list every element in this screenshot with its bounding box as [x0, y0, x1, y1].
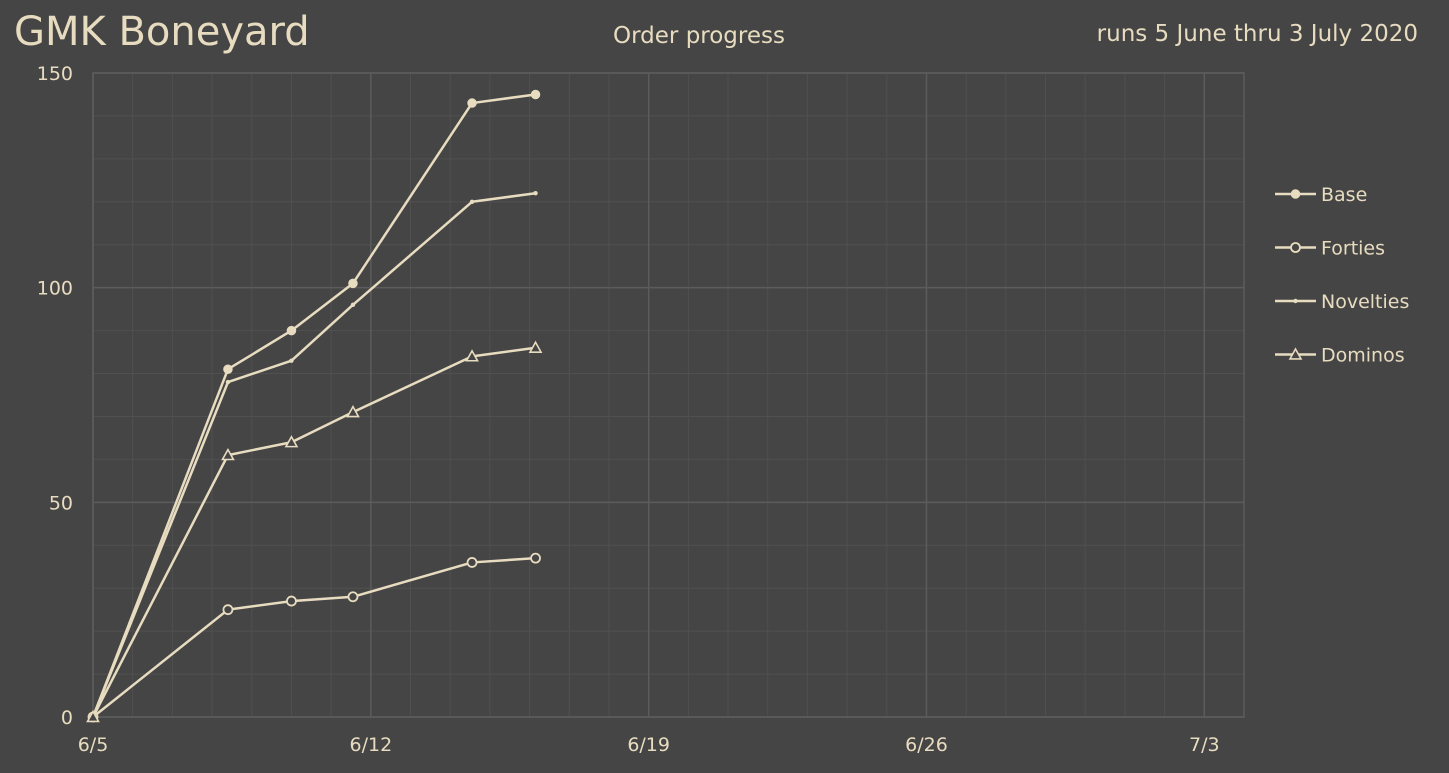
data-point-forties [222, 604, 234, 616]
data-point-base [223, 364, 233, 374]
data-point-novelties [289, 358, 294, 363]
x-tick-label: 6/19 [627, 734, 670, 756]
data-point-forties [530, 552, 541, 564]
legend-marker-forties [1290, 242, 1301, 253]
y-tick-label: 150 [37, 63, 73, 85]
data-point-dominos [528, 340, 543, 353]
chart-title: GMK Boneyard [14, 9, 310, 55]
legend-label-dominos: Dominos [1321, 345, 1405, 367]
series-line-dominos [91, 346, 536, 718]
grid-lines [92, 72, 1245, 718]
data-point-dominos [221, 447, 235, 461]
legend-label-forties: Forties [1321, 238, 1385, 260]
series-line-base [91, 93, 536, 718]
y-tick-label: 0 [61, 707, 73, 729]
data-point-novelties [225, 379, 231, 385]
data-point-novelties [350, 302, 356, 308]
plot-border [92, 72, 1245, 718]
chart-subtitle: Order progress [613, 23, 785, 49]
data-point-dominos [86, 709, 100, 723]
series-line-forties [92, 556, 536, 718]
data-point-dominos [465, 349, 479, 362]
data-point-forties [286, 595, 297, 607]
data-point-base [348, 278, 358, 289]
data-point-base [467, 98, 477, 108]
legend-label-novelties: Novelties [1321, 291, 1409, 313]
legend-marker-dominos [1288, 347, 1303, 360]
legend-label-base: Base [1321, 184, 1367, 206]
axes: 6/5 6/12 6/19 6/26 7/3 0 50 100 150 [37, 63, 1220, 756]
y-tick-label: 100 [37, 278, 73, 300]
data-point-dominos [346, 405, 360, 418]
data-point-base [530, 89, 541, 100]
data-point-base [286, 325, 297, 336]
x-tick-label: 6/5 [78, 734, 109, 756]
legend: Base Forties Novelties Dominos [1275, 184, 1409, 367]
data-point-forties [466, 557, 478, 568]
data-point-novelties [533, 191, 538, 196]
data-point-novelties [469, 199, 475, 204]
legend-marker-base [1290, 189, 1301, 199]
data-point-forties [347, 591, 359, 603]
x-tick-label: 6/26 [905, 734, 948, 756]
data-point-dominos [284, 435, 299, 448]
x-tick-label: 7/3 [1189, 734, 1220, 756]
legend-marker-novelties [1293, 298, 1298, 304]
y-tick-label: 50 [49, 492, 73, 514]
series-line-novelties [91, 191, 536, 718]
x-tick-label: 6/12 [349, 734, 392, 756]
series-lines [86, 89, 543, 723]
date-range-label: runs 5 June thru 3 July 2020 [1096, 21, 1418, 47]
